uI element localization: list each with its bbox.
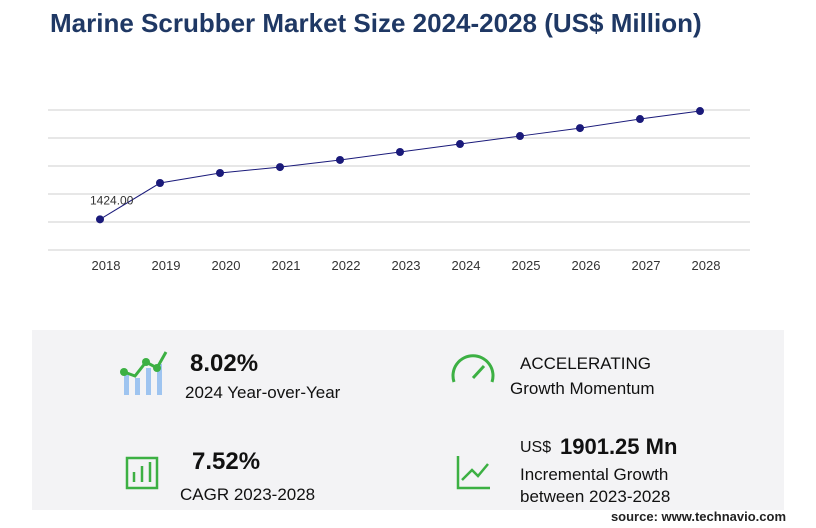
x-tick-label: 2019 bbox=[152, 258, 181, 273]
point bbox=[336, 155, 344, 164]
icon-cagr bbox=[125, 456, 159, 490]
stat-label: CAGR 2023-2028 bbox=[180, 485, 316, 504]
point bbox=[576, 124, 584, 133]
point bbox=[216, 169, 224, 177]
stat-value: 7.52% bbox=[192, 448, 261, 475]
point bbox=[456, 140, 464, 149]
icon-gauge bbox=[451, 354, 495, 383]
data-label: 1424.00 bbox=[90, 193, 134, 207]
stats-panel: 8.02% 2024 Year-over-Year ACCELERATING G… bbox=[32, 330, 784, 510]
point bbox=[396, 148, 404, 156]
x-tick-label: 2027 bbox=[632, 258, 661, 273]
stat-prefix: US$ bbox=[520, 439, 552, 456]
icon-growth bbox=[456, 456, 490, 490]
stat-value: 1901.25 Mn bbox=[560, 434, 678, 459]
x-tick-label: 2021 bbox=[272, 258, 301, 273]
point bbox=[516, 132, 524, 141]
point bbox=[156, 179, 164, 188]
stat-value: 8.02% bbox=[190, 350, 259, 377]
x-tick-label: 2026 bbox=[572, 258, 601, 273]
stat-label: 2024 Year-over-Year bbox=[185, 383, 341, 402]
x-tick-label: 2024 bbox=[452, 258, 481, 273]
icon-yoy bbox=[120, 351, 168, 395]
stat-value: ACCELERATING bbox=[520, 354, 651, 373]
x-tick-label: 2022 bbox=[332, 258, 361, 273]
source: source: www.technavio.com bbox=[610, 509, 786, 524]
stat-label: Incremental Growth bbox=[520, 465, 669, 484]
x-tick-label: 2018 bbox=[92, 258, 121, 273]
point bbox=[636, 115, 644, 124]
x-tick-label: 2025 bbox=[512, 258, 541, 273]
x-tick-label: 2023 bbox=[392, 258, 421, 273]
x-tick-label: 2028 bbox=[692, 258, 721, 273]
line bbox=[99, 110, 701, 220]
point bbox=[96, 215, 104, 224]
stat-label: between 2023-2028 bbox=[520, 487, 671, 506]
chart-title: Marine Scrubber Market Size 2024-2028 (U… bbox=[50, 8, 702, 38]
icons bbox=[120, 351, 495, 490]
chart: Marine Scrubber Market Size 2024-2028 (U… bbox=[48, 8, 750, 273]
stat-label: Growth Momentum bbox=[510, 379, 655, 398]
x-tick-label: 2020 bbox=[212, 258, 241, 273]
point bbox=[276, 163, 284, 172]
point bbox=[696, 107, 704, 116]
